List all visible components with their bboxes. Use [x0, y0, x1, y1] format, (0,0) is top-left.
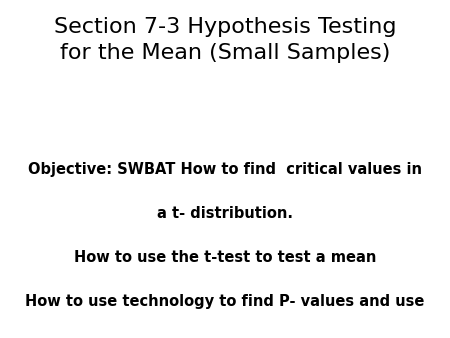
Text: How to use the t-test to test a mean: How to use the t-test to test a mean — [74, 250, 376, 265]
Text: How to use technology to find P- values and use: How to use technology to find P- values … — [25, 294, 425, 309]
Text: a t- distribution.: a t- distribution. — [157, 206, 293, 221]
Text: Objective: SWBAT How to find  critical values in: Objective: SWBAT How to find critical va… — [28, 162, 422, 177]
Text: Section 7-3 Hypothesis Testing
for the Mean (Small Samples): Section 7-3 Hypothesis Testing for the M… — [54, 17, 396, 63]
